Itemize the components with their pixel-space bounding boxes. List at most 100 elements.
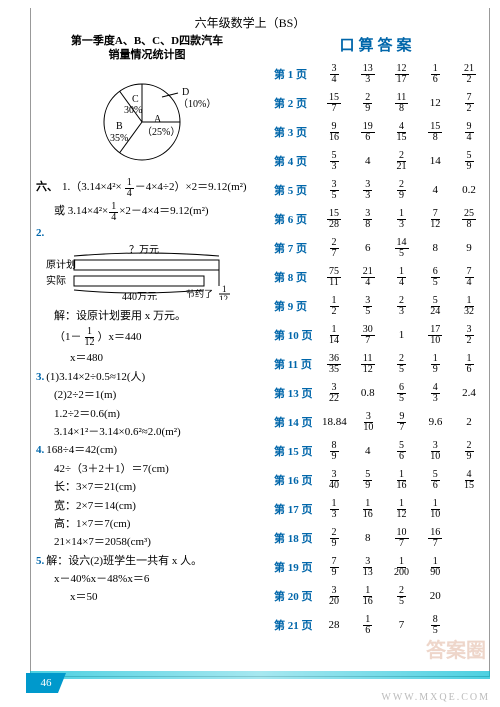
answer-value: 118 <box>390 93 414 114</box>
answer-value: 916 <box>322 122 346 143</box>
answer-value: 29 <box>356 93 380 114</box>
answer-row: 第 6 页15283813712258 <box>274 208 481 230</box>
answer-row: 第 1 页34133121716212 <box>274 63 481 85</box>
svg-text:D: D <box>182 87 189 98</box>
answer-value: 27 <box>322 238 346 259</box>
answer-page-label: 第 18 页 <box>274 530 322 546</box>
answer-page-label: 第 2 页 <box>274 95 322 111</box>
frac-1-12: 112 <box>83 327 97 348</box>
answer-page-label: 第 6 页 <box>274 211 322 227</box>
answer-page-label: 第 9 页 <box>274 298 322 314</box>
answer-value: 23 <box>390 296 414 317</box>
svg-text:C: C <box>132 94 139 105</box>
item-2b-mid: ）x＝440 <box>98 330 142 345</box>
answer-row: 第 14 页18.84310979.62 <box>274 411 481 433</box>
answer-value: 167 <box>423 528 447 549</box>
answer-row: 第 7 页27614589 <box>274 237 481 259</box>
answer-row: 第 21 页2816785 <box>274 614 481 636</box>
item-4: 4.168÷4＝42(cm) <box>36 443 258 458</box>
answer-value: 38 <box>356 209 380 230</box>
answer-values: 7511214146574 <box>322 267 481 288</box>
item-5a: 解：设六(2)班学生一共有 x 人。 <box>46 554 202 569</box>
answer-values: 8945631029 <box>322 441 481 462</box>
answer-value: 29 <box>390 180 414 201</box>
answer-page-label: 第 10 页 <box>274 327 322 343</box>
line1c: 或 3.14×4²× <box>54 204 108 219</box>
answer-row: 第 4 页5342211459 <box>274 150 481 172</box>
svg-text:（10%）: （10%） <box>178 98 216 110</box>
right-column: 口算答案 第 1 页34133121716212第 2 页15729118127… <box>266 34 481 667</box>
answer-value: 2 <box>457 416 481 428</box>
answer-value: 25 <box>390 354 414 375</box>
svg-text:？万元: ？万元 <box>129 245 159 256</box>
answer-value: 13 <box>322 499 346 520</box>
answer-value: 35 <box>322 180 346 201</box>
answer-page-label: 第 14 页 <box>274 414 322 430</box>
answer-value: 35 <box>356 296 380 317</box>
answer-row: 第 5 页35 33 29 4 0.2 <box>274 179 481 201</box>
item-2b: （1－ 112 ）x＝440 <box>36 327 258 348</box>
answer-row: 第 13 页3220.865432.4 <box>274 382 481 404</box>
answer-value: 4 <box>423 184 447 196</box>
answer-value: 1200 <box>390 557 414 578</box>
answer-row: 第 2 页157291181272 <box>274 92 481 114</box>
answer-values: 298107167 <box>322 528 481 549</box>
answer-page-label: 第 21 页 <box>274 617 322 633</box>
answer-value: 110 <box>423 499 447 520</box>
answer-value: 1528 <box>322 209 346 230</box>
answer-row: 第 3 页91619641515894 <box>274 121 481 143</box>
item-3c: 1.2÷2＝0.6(m) <box>36 407 258 422</box>
answer-value: 221 <box>390 151 414 172</box>
pie-chart-title: 第一季度A、B、C、D四款汽车 销量情况统计图 <box>36 34 258 63</box>
svg-text:30%: 30% <box>124 105 142 116</box>
watermark-url: WWW.MXQE.COM <box>381 692 490 703</box>
section-6-line-1b: 或 3.14×4²× 14 ×2－4×4＝9.12(m²) <box>36 202 258 223</box>
answer-values: 3201162520 <box>322 586 481 607</box>
item-5b: x－40%x－48%x＝6 <box>36 572 258 587</box>
answer-value: 13 <box>390 209 414 230</box>
answer-values: 2816785 <box>322 615 481 636</box>
answer-value: 20 <box>423 590 447 602</box>
item-3b: (2)2÷2＝1(m) <box>36 388 258 403</box>
answer-value: 8 <box>423 242 447 254</box>
item-3d: 3.14×1²－3.14×0.6²≈2.0(m²) <box>36 425 258 440</box>
answer-page-label: 第 5 页 <box>274 182 322 198</box>
section-6-tag: 六、 <box>36 180 58 195</box>
frac-1-4b: 14 <box>109 202 118 223</box>
answer-page-label: 第 3 页 <box>274 124 322 140</box>
answer-value: 33 <box>356 180 380 201</box>
answer-values: 27614589 <box>322 238 481 259</box>
item-4e: 高：1×7＝7(cm) <box>36 517 258 532</box>
line1-rest: －4×4÷2）×2＝9.12(m²) <box>135 180 247 195</box>
answer-value: 132 <box>457 296 481 317</box>
answer-value: 72 <box>457 93 481 114</box>
answer-value: 415 <box>457 470 481 491</box>
answer-value: 3635 <box>322 354 346 375</box>
answer-value: 0.2 <box>457 184 481 196</box>
answer-value: 18.84 <box>322 416 347 428</box>
answer-value: 212 <box>457 64 481 85</box>
svg-text:440万元: 440万元 <box>122 292 157 300</box>
answer-row: 第 20 页3201162520 <box>274 585 481 607</box>
answer-value: 65 <box>423 267 447 288</box>
pie-title-line2: 销量情况统计图 <box>109 49 186 61</box>
answer-value: 14 <box>390 267 414 288</box>
answer-values: 18.84310979.62 <box>322 412 481 433</box>
answer-value: 6 <box>356 242 380 254</box>
left-column: 第一季度A、B、C、D四款汽车 销量情况统计图 C30%B35%A（25%）D（… <box>36 34 266 667</box>
answer-value: 94 <box>457 122 481 143</box>
answer-value: 322 <box>322 383 346 404</box>
answers-title: 口算答案 <box>274 34 481 55</box>
answer-row: 第 10 页1143071171032 <box>274 324 481 346</box>
item-4-tag: 4. <box>36 443 44 458</box>
item-2b-pre: （1－ <box>54 330 82 345</box>
item-2c: x＝480 <box>36 351 258 366</box>
svg-text:（25%）: （25%） <box>142 126 180 138</box>
answer-value: 320 <box>322 586 346 607</box>
answer-value: 133 <box>356 64 380 85</box>
answer-values: 5342211459 <box>322 151 481 172</box>
answer-value: 56 <box>423 470 447 491</box>
answer-values: 3220.865432.4 <box>322 383 481 404</box>
answer-value: 415 <box>390 122 414 143</box>
answer-value: 2.4 <box>457 387 481 399</box>
